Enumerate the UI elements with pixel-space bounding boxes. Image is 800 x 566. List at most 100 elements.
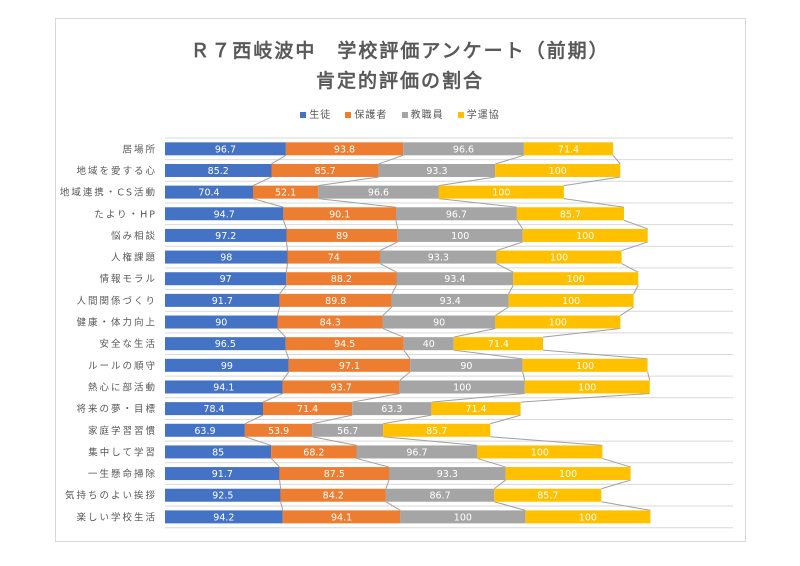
series-line [495,154,525,165]
series-line [438,198,517,208]
series-line [279,284,287,295]
bar-council [523,142,614,156]
data-label: 68.2 [303,447,324,458]
series-line [286,241,288,251]
data-label: 90 [460,361,472,372]
legend-swatch-parents [345,112,352,118]
bar-students [165,423,245,437]
legend-label-staff: 教職員 [410,110,444,121]
bar-students [165,207,284,221]
series-line [271,154,287,165]
data-label: 88.2 [331,274,352,285]
series-line [244,414,264,425]
series-line [621,263,639,273]
series-line [542,349,648,360]
bar-staff [389,467,506,481]
legend: 生徒 保護者 教職員 学運協 [0,106,800,121]
bar-students [165,402,263,416]
series-line [399,371,411,381]
bar-staff [385,488,495,502]
data-label: 93.8 [334,144,355,155]
series-line [312,414,353,425]
bar-council [496,250,622,264]
legend-item-parents: 保護者 [345,106,387,121]
series-line [312,436,357,446]
data-label: 63.9 [194,426,215,437]
data-label: 86.7 [429,491,450,502]
data-label: 94.1 [331,512,352,523]
legend-label-council: 学運協 [466,110,500,121]
category-label: 熱心に部活動 [88,381,157,393]
series-line [493,479,506,490]
data-label: 97 [220,274,232,285]
data-label: 96.7 [406,447,427,458]
category-label: 安全な生活 [99,338,157,350]
bar-council [513,272,639,286]
data-label: 85.7 [426,426,447,437]
bar-students [165,445,272,459]
data-label: 63.3 [381,404,402,415]
data-label: 93.3 [428,253,449,264]
data-label: 53.9 [268,426,289,437]
legend-swatch-council [457,112,464,118]
series-line [496,263,514,273]
series-line [270,458,280,468]
data-label: 90 [215,318,227,329]
data-label: 99 [221,361,233,372]
data-label: 84.2 [323,491,344,502]
data-label: 93.4 [444,274,465,285]
bar-students [165,488,281,502]
bar-parents [279,467,389,481]
series-line [623,219,648,230]
bar-parents [271,163,379,177]
series-line [563,176,621,187]
series-line [280,501,284,511]
category-label: ルールの順守 [88,360,157,372]
bar-parents [282,380,400,394]
series-line [395,220,399,230]
data-label: 89.8 [325,296,346,307]
category-label: 悩み相談 [111,230,157,242]
series-line [453,349,523,360]
bar-students [165,163,272,177]
data-label: 100 [451,231,469,242]
data-label: 100 [559,469,577,480]
data-label: 89 [336,231,348,242]
series-line [490,436,603,446]
data-label: 98 [220,253,232,264]
series-line [431,392,525,403]
data-label: 85.7 [560,209,581,220]
bar-council [431,402,521,416]
bar-council [477,445,603,459]
series-line [612,155,621,165]
data-label: 100 [576,231,594,242]
data-label: 93.7 [331,382,352,393]
legend-item-staff: 教職員 [401,106,444,121]
category-label: 人間関係づくり [76,296,157,307]
data-label: 93.3 [437,469,458,480]
bar-parents [288,358,411,372]
data-label: 94.2 [213,512,234,523]
legend-item-council: 学運協 [457,106,500,121]
chart-title: Ｒ７西岐波中 学校評価アンケート（前期） [190,40,610,62]
data-label: 90 [433,318,445,329]
data-label: 90.1 [329,209,350,220]
data-label: 100 [454,512,472,523]
bar-students [165,228,287,242]
bar-parents [244,423,313,437]
bar-parents [253,185,319,199]
category-label: 人権課題 [111,252,157,264]
data-label: 85.7 [314,166,335,177]
series-line [282,220,287,230]
category-label: 将来の夢・目標 [76,403,157,415]
series-line [495,306,509,316]
category-label: 家庭学習習慣 [88,425,157,437]
series-line [383,436,478,446]
series-line [318,198,397,208]
data-label: 96.5 [215,339,236,350]
bar-council [516,207,624,221]
data-label: 91.7 [212,296,233,307]
bar-students [165,272,287,286]
series-line [382,306,393,316]
